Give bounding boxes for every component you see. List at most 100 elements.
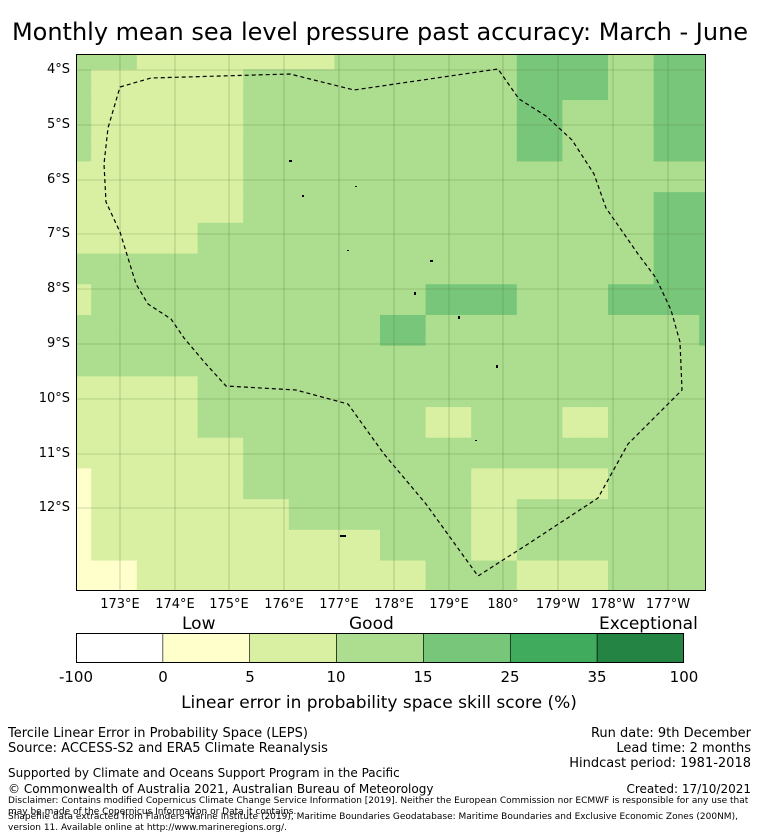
- colorbar-category-good: Good: [349, 614, 394, 634]
- grid-cell: [592, 54, 609, 70]
- grid-cell: [425, 253, 442, 270]
- grid-cell: [653, 376, 670, 393]
- grid-cell: [516, 468, 533, 485]
- grid-cell: [319, 176, 335, 193]
- grid-cell: [410, 483, 427, 500]
- colorbar-segment: [162, 633, 251, 663]
- grid-cell: [91, 422, 107, 439]
- grid-cell: [91, 391, 107, 408]
- grid-cell: [197, 453, 214, 470]
- grid-cell: [182, 253, 199, 270]
- grid-cell: [501, 330, 518, 347]
- grid-cell: [486, 453, 503, 470]
- grid-cell: [273, 84, 290, 101]
- grid-cell: [532, 161, 548, 178]
- grid-cell: [91, 453, 107, 470]
- grid-cell: [243, 268, 259, 285]
- grid-cell: [76, 422, 92, 439]
- grid-cell: [395, 560, 411, 577]
- grid-cell: [668, 514, 685, 531]
- grid-cell: [501, 253, 518, 270]
- grid-cell: [91, 468, 107, 485]
- grid-cell: [486, 238, 503, 255]
- lon-label: 177°W: [645, 597, 691, 612]
- grid-cell: [288, 560, 305, 577]
- grid-cell: [608, 146, 624, 163]
- grid-cell: [136, 268, 153, 285]
- grid-cell: [364, 499, 381, 516]
- grid-cell: [349, 499, 366, 516]
- grid-cell: [212, 453, 229, 470]
- grid-cell: [699, 100, 706, 116]
- grid-cell: [516, 545, 533, 562]
- grid-cell: [623, 437, 639, 454]
- colorbar-tick: 35: [587, 668, 607, 686]
- grid-cell: [516, 192, 533, 209]
- grid-cell: [380, 161, 396, 178]
- grid-cell: [319, 69, 335, 86]
- grid-cell: [228, 100, 244, 116]
- grid-cell: [653, 84, 670, 101]
- grid-cell: [684, 207, 700, 224]
- grid-cell: [380, 422, 396, 439]
- grid-cell: [608, 376, 624, 393]
- grid-cell: [623, 453, 639, 470]
- lon-label: 174°E: [155, 597, 195, 612]
- grid-cell: [653, 560, 670, 577]
- grid-cell: [608, 54, 624, 70]
- grid-cell: [136, 422, 153, 439]
- grid-cell: [668, 483, 685, 500]
- grid-cell: [440, 361, 457, 377]
- grid-cell: [684, 468, 700, 485]
- grid-cell: [471, 222, 487, 239]
- grid-cell: [136, 391, 153, 408]
- grid-cell: [273, 437, 290, 454]
- grid-cell: [364, 238, 381, 255]
- grid-cell: [121, 422, 138, 439]
- grid-cell: [304, 529, 320, 546]
- grid-cell: [319, 391, 335, 408]
- grid-cell: [638, 499, 655, 516]
- grid-cell: [380, 483, 396, 500]
- grid-cell: [425, 100, 442, 116]
- grid-cell: [562, 284, 579, 301]
- grid-cell: [243, 253, 259, 270]
- grid-cell: [243, 483, 259, 500]
- grid-cell: [273, 407, 290, 423]
- grid-cell: [304, 560, 320, 577]
- grid-cell: [532, 314, 548, 331]
- grid-cell: [212, 422, 229, 439]
- grid-cell: [440, 391, 457, 408]
- grid-cell: [577, 483, 594, 500]
- grid-cell: [608, 238, 624, 255]
- grid-cell: [562, 314, 579, 331]
- grid-cell: [608, 268, 624, 285]
- grid-cell: [425, 514, 442, 531]
- grid-cell: [653, 161, 670, 178]
- grid-cell: [243, 545, 259, 562]
- grid-cell: [410, 361, 427, 377]
- grid-cell: [152, 192, 168, 209]
- grid-cell: [182, 545, 199, 562]
- grid-cell: [623, 422, 639, 439]
- grid-cell: [91, 100, 107, 116]
- grid-cell: [228, 146, 244, 163]
- grid-cell: [684, 407, 700, 423]
- grid-cell: [440, 161, 457, 178]
- grid-cell: [668, 453, 685, 470]
- grid-cell: [380, 207, 396, 224]
- grid-cell: [638, 483, 655, 500]
- grid-cell: [304, 222, 320, 239]
- grid-cell: [410, 146, 427, 163]
- grid-cell: [258, 299, 275, 316]
- grid-cell: [653, 545, 670, 562]
- grid-cell: [410, 391, 427, 408]
- grid-cell: [212, 437, 229, 454]
- grid-cell: [152, 284, 168, 301]
- grid-cell: [121, 69, 138, 86]
- grid-cell: [440, 437, 457, 454]
- colorbar-tick: -100: [58, 668, 94, 686]
- grid-cell: [349, 299, 366, 316]
- grid-cell: [91, 560, 107, 577]
- grid-cell: [592, 391, 609, 408]
